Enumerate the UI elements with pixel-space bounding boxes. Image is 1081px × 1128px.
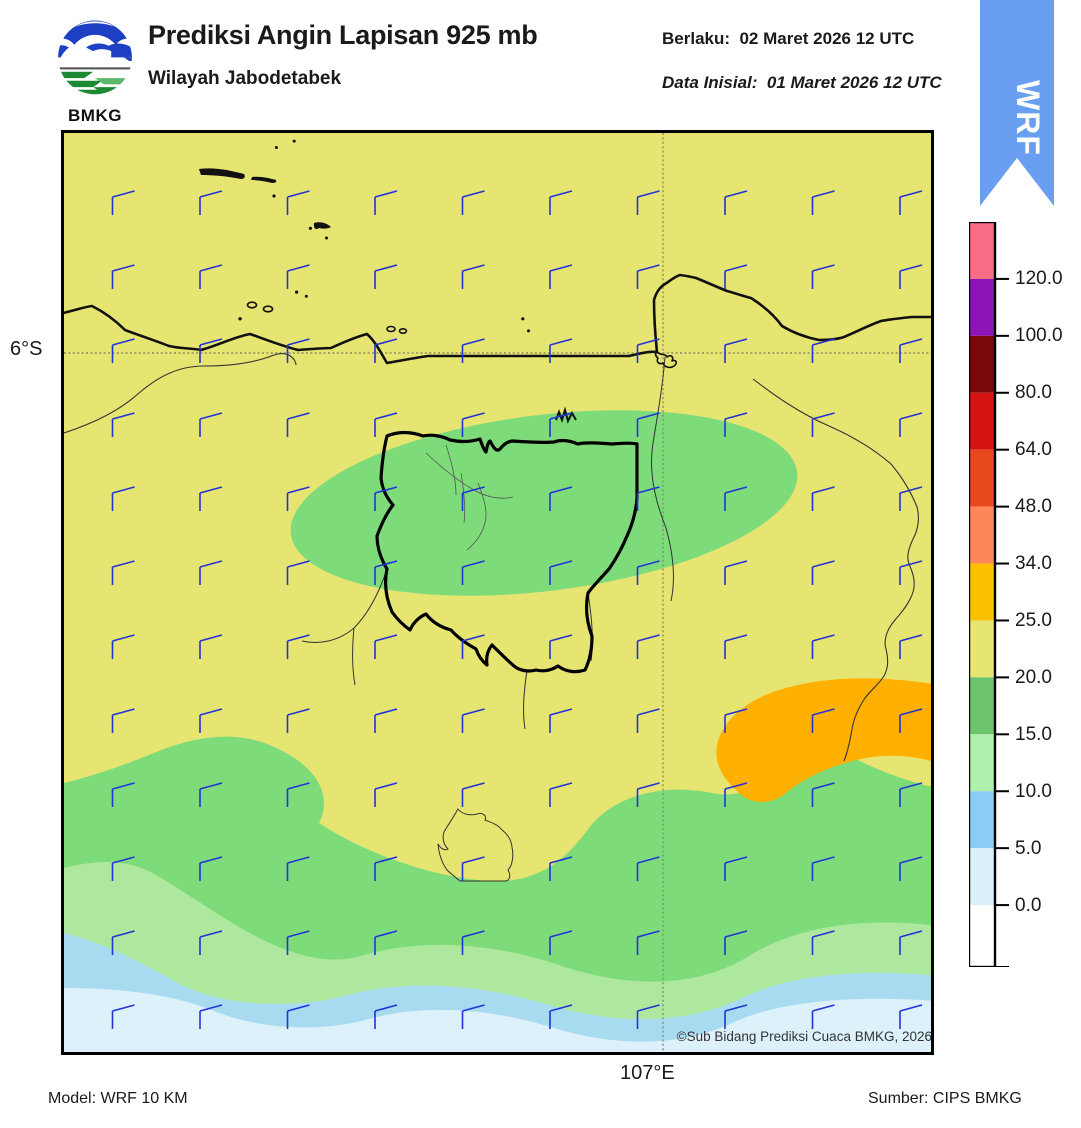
svg-text:WRF: WRF bbox=[1010, 80, 1046, 156]
svg-text:100.0: 100.0 bbox=[1015, 325, 1063, 346]
svg-text:5.0: 5.0 bbox=[1015, 838, 1041, 859]
svg-text:48.0: 48.0 bbox=[1015, 496, 1052, 517]
svg-text:0.0: 0.0 bbox=[1015, 895, 1041, 916]
svg-text:80.0: 80.0 bbox=[1015, 382, 1052, 403]
svg-text:34.0: 34.0 bbox=[1015, 553, 1052, 574]
svg-text:120.0: 120.0 bbox=[1015, 268, 1063, 289]
svg-text:10.0: 10.0 bbox=[1015, 781, 1052, 802]
svg-text:64.0: 64.0 bbox=[1015, 439, 1052, 460]
svg-text:25.0: 25.0 bbox=[1015, 610, 1052, 631]
svg-text:20.0: 20.0 bbox=[1015, 667, 1052, 688]
svg-text:15.0: 15.0 bbox=[1015, 724, 1052, 745]
svg-text:©Sub Bidang Prediksi Cuaca BMK: ©Sub Bidang Prediksi Cuaca BMKG, 2026 bbox=[677, 1029, 932, 1044]
